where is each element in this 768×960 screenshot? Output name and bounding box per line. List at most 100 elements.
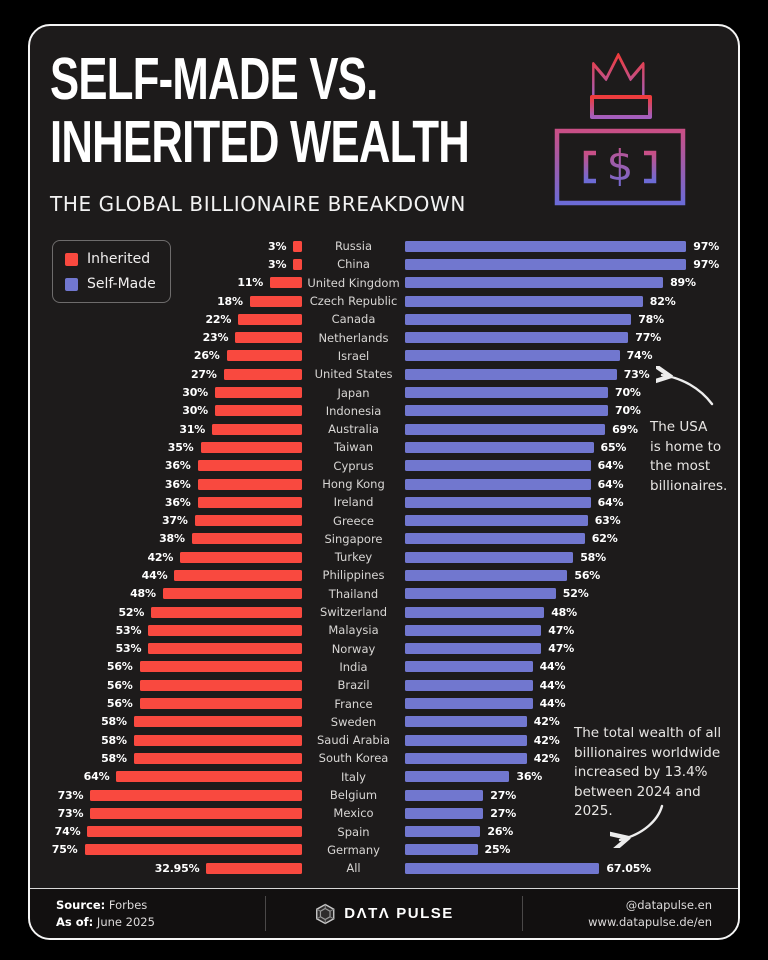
page-subtitle: THE GLOBAL BILLIONAIRE BREAKDOWN [50,192,466,216]
country-label: Brazil [337,678,370,693]
self-made-bar [405,734,527,746]
self-made-bar [405,624,542,636]
country-label: All [346,861,361,876]
self-made-value-label: 63% [594,514,621,528]
self-made-value-label: 70% [615,386,641,400]
annotation-line: between 2024 and [574,783,701,800]
self-made-value-label: 42% [533,733,560,747]
chart-row: 53% Norway 47% [30,640,738,658]
chart-row: 30% Japan 70% [30,383,738,401]
inherited-bar [151,606,302,618]
self-made-value-label: 89% [670,276,696,290]
country-label: Australia [328,422,379,437]
self-made-bar [405,826,481,838]
self-made-bar [405,295,643,307]
annotation-line: billionaires worldwide [574,744,721,761]
self-made-value-label: 74% [626,349,653,363]
inherited-value-label: 26% [193,349,220,363]
inherited-bar [133,752,302,764]
footer-brand: DΛTΛ PULSE [314,903,454,925]
self-made-bar [405,515,588,527]
country-label: Italy [341,769,366,784]
brand-name: DΛTΛ PULSE [344,905,454,922]
country-label: Belgium [329,788,378,803]
inherited-bar [197,460,302,472]
country-label: Netherlands [318,330,389,345]
annotation-wealth: The total wealth of all billionaires worl… [574,724,738,822]
country-label: Sweden [330,714,377,729]
datapulse-logo-icon [316,903,335,924]
chart-row: 73% Belgium 27% [30,786,738,804]
self-made-value-label: 67.05% [606,861,652,875]
country-label: Thailand [328,586,379,601]
chart-row: 26% Israel 74% [30,347,738,365]
inherited-bar [133,716,302,728]
footer-source: Source: Forbes As of: June 2025 [56,897,155,931]
inherited-value-label: 56% [106,697,133,711]
inherited-value-label: 36% [164,459,191,473]
inherited-value-label: 30% [182,404,208,418]
self-made-bar [405,771,510,783]
country-label: China [337,257,370,272]
inherited-bar [116,771,302,783]
chart-row: 23% Netherlands 77% [30,328,738,346]
inherited-value-label: 53% [115,642,142,656]
inherited-bar [139,679,302,691]
self-made-bar [405,844,478,856]
chart-row: 35% Taiwan 65% [30,438,738,456]
inherited-bar [148,624,302,636]
country-label: Taiwan [333,440,374,455]
inherited-bar [197,496,302,508]
legend-label-self-made: Self-Made [87,276,156,292]
inherited-bar [200,441,302,453]
inherited-bar [191,533,302,545]
self-made-value-label: 44% [539,697,566,711]
inherited-value-label: 56% [106,660,133,674]
footer-divider-left [265,896,266,931]
inherited-swatch [65,252,78,266]
social-handle[interactable]: @datapulse.en [625,898,712,912]
chart-row: 36% Cyprus 64% [30,457,738,475]
crown-icon [575,50,667,126]
dollar-bill-icon: $ [552,126,688,212]
self-made-value-label: 64% [597,495,624,509]
self-made-bar [405,405,608,417]
self-made-bar [405,752,527,764]
chart-row: 18% Czech Republic 82% [30,292,738,310]
inherited-value-label: 32.95% [154,861,200,875]
self-made-value-label: 62% [591,532,618,546]
country-label: Germany [327,842,380,857]
inherited-bar [148,643,302,655]
country-label: Indonesia [325,403,382,418]
inherited-value-label: 53% [115,623,142,637]
chart-row: 64% Italy 36% [30,768,738,786]
footer: Source: Forbes As of: June 2025 DΛTΛ PULS… [30,888,738,938]
chart-row: 75% Germany 25% [30,841,738,859]
country-label: India [339,659,368,674]
annotation-line: increased by 13.4% [574,764,708,780]
chart-row: 48% Thailand 52% [30,585,738,603]
country-label: Cyprus [333,458,374,473]
self-made-value-label: 56% [574,568,601,582]
inherited-bar [249,295,302,307]
inherited-bar [180,551,302,563]
country-label: Japan [337,385,370,400]
legend-item-inherited: Inherited [65,251,156,267]
self-made-value-label: 69% [612,422,638,436]
self-made-bar [405,240,687,252]
brand-right: PULSE [396,905,454,922]
chart-row: 36% Hong Kong 64% [30,475,738,493]
website-url[interactable]: www.datapulse.de/en [588,915,712,929]
self-made-value-label: 64% [597,477,624,491]
chart-row: 73% Mexico 27% [30,804,738,822]
self-made-bar [405,661,533,673]
inherited-value-label: 31% [179,422,206,436]
annotation-line: 2025. [574,803,613,819]
self-made-value-label: 65% [600,440,627,454]
self-made-bar [405,496,591,508]
chart-row: 56% France 44% [30,694,738,712]
self-made-value-label: 48% [551,605,577,619]
title-line-1: SELF-MADE VS. [50,46,378,112]
inherited-bar [238,313,302,325]
